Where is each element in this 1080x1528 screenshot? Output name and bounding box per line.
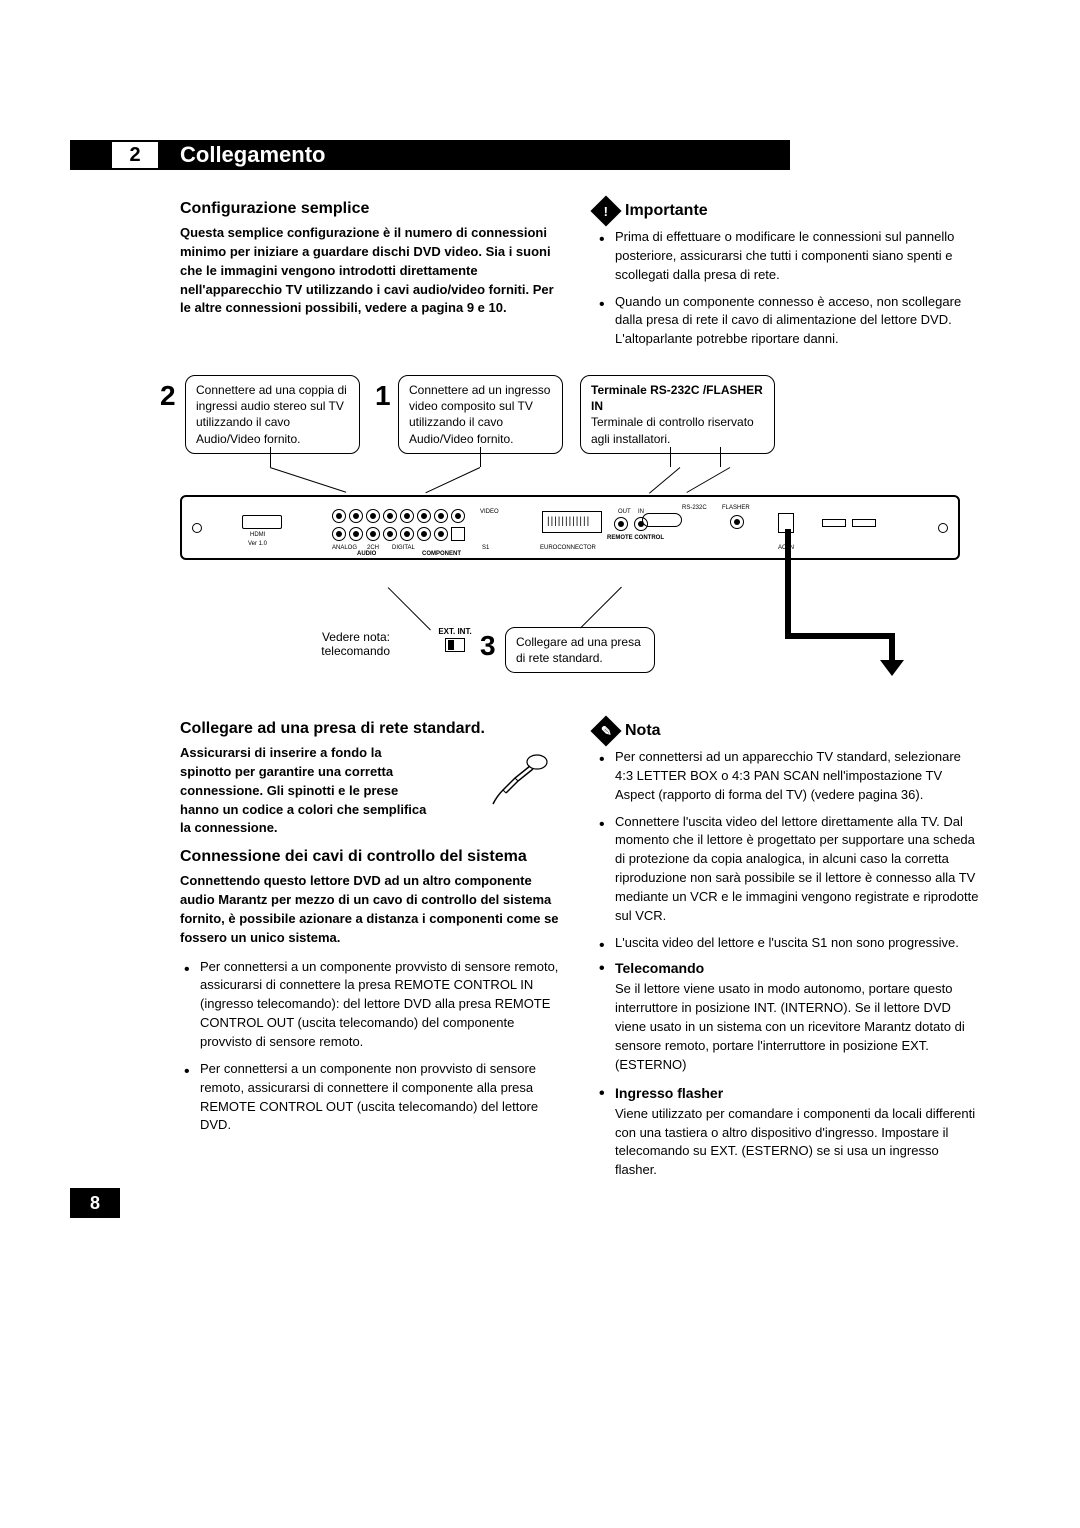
- nota-list: Per connettersi ad un apparecchio TV sta…: [595, 748, 980, 952]
- right-col-bottom: ✎ Nota Per connettersi ad un apparecchio…: [595, 720, 980, 1190]
- lbl: COMPONENT: [422, 551, 461, 557]
- important-header: ! Importante: [595, 200, 980, 222]
- control-bullet: Per connettersi a un componente provvist…: [180, 958, 565, 1052]
- chapter-header: 2 Collegamento: [70, 140, 790, 170]
- callout-audio: Connettere ad una coppia di ingressi aud…: [185, 375, 360, 454]
- left-col-bottom: Collegare ad una presa di rete standard.…: [180, 720, 565, 1190]
- control-bullet: Per connettersi a un componente non prov…: [180, 1060, 565, 1135]
- lbl: OUT: [618, 509, 631, 515]
- jack-row: [332, 509, 465, 523]
- control-list: Per connettersi a un componente provvist…: [180, 958, 565, 1136]
- step-2-num: 2: [160, 380, 176, 412]
- step-1-num: 1: [375, 380, 391, 412]
- page-number: 8: [70, 1188, 120, 1218]
- flasher-text: Viene utilizzato per comandare i compone…: [595, 1105, 980, 1180]
- rs232-title: Terminale RS-232C /FLASHER IN: [591, 383, 763, 413]
- plug-icon: [485, 750, 555, 810]
- important-bullet: Prima di effettuare o modificare le conn…: [595, 228, 980, 285]
- left-col-top: Configurazione semplice Questa semplice …: [180, 200, 565, 357]
- flasher-title: Ingresso flasher: [595, 1085, 980, 1101]
- connection-diagram: 2 Connettere ad una coppia di ingressi a…: [160, 375, 980, 705]
- pencil-icon: ✎: [590, 715, 621, 746]
- power-heading: Collegare ad una presa di rete standard.: [180, 720, 565, 738]
- callout-video: Connettere ad un ingresso video composit…: [398, 375, 563, 454]
- step-3-num: 3: [480, 630, 496, 662]
- lbl: VIDEO: [480, 509, 499, 515]
- jack-row-2: [332, 527, 465, 541]
- scart-port: [542, 511, 602, 533]
- nota-heading: Nota: [625, 722, 661, 740]
- important-list: Prima di effettuare o modificare le conn…: [595, 228, 980, 349]
- config-heading: Configurazione semplice: [180, 200, 565, 218]
- warning-icon: !: [590, 195, 621, 226]
- ext-int-switch: EXT. INT.: [435, 627, 475, 654]
- control-heading: Connessione dei cavi di controllo del si…: [180, 848, 565, 866]
- nota-bullet: Connettere l'uscita video del lettore di…: [595, 813, 980, 926]
- rear-panel: HDMI Ver 1.0 ANALOG 2CH AUDIO DIGITAL CO…: [180, 495, 960, 560]
- lbl: REMOTE CONTROL: [607, 535, 664, 541]
- lbl: ANALOG: [332, 545, 357, 551]
- important-bullet: Quando un componente connesso è acceso, …: [595, 293, 980, 350]
- important-heading: Importante: [625, 202, 708, 220]
- telecomando-text: Se il lettore viene usato in modo autono…: [595, 980, 980, 1074]
- lbl: DIGITAL: [392, 545, 415, 551]
- lbl: FLASHER: [722, 505, 750, 511]
- nota-bullet: L'uscita video del lettore e l'uscita S1…: [595, 934, 980, 953]
- control-para: Connettendo questo lettore DVD ad un alt…: [180, 872, 565, 947]
- rs232-port: [642, 513, 682, 527]
- rs232-text: Terminale di controllo riservato agli in…: [591, 415, 754, 445]
- power-arrow-icon: [880, 660, 904, 676]
- lbl: EUROCONNECTOR: [540, 545, 596, 551]
- remote-note-label: Vedere nota: telecomando: [300, 630, 390, 658]
- lbl: RS-232C: [682, 505, 707, 511]
- bottom-columns: Collegare ad una presa di rete standard.…: [180, 720, 980, 1190]
- hdmi-port: [242, 515, 282, 529]
- ver-label: Ver 1.0: [248, 541, 267, 547]
- telecomando-title: Telecomando: [595, 960, 980, 976]
- callout-power: Collegare ad una presa di rete standard.: [505, 627, 655, 673]
- lbl: S1: [482, 545, 489, 551]
- chapter-title: Collegamento: [180, 142, 325, 168]
- hdmi-label: HDMI: [250, 532, 265, 538]
- right-col-top: ! Importante Prima di effettuare o modif…: [595, 200, 980, 357]
- switch-label: EXT. INT.: [438, 627, 471, 636]
- config-para: Questa semplice configurazione è il nume…: [180, 224, 565, 318]
- callout-rs232: Terminale RS-232C /FLASHER IN Terminale …: [580, 375, 775, 454]
- power-para: Assicurarsi di inserire a fondo la spino…: [180, 744, 430, 838]
- nota-header: ✎ Nota: [595, 720, 980, 742]
- nota-bullet: Per connettersi ad un apparecchio TV sta…: [595, 748, 980, 805]
- top-columns: Configurazione semplice Questa semplice …: [180, 200, 980, 357]
- chapter-number: 2: [110, 140, 160, 170]
- lbl: AUDIO: [357, 551, 376, 557]
